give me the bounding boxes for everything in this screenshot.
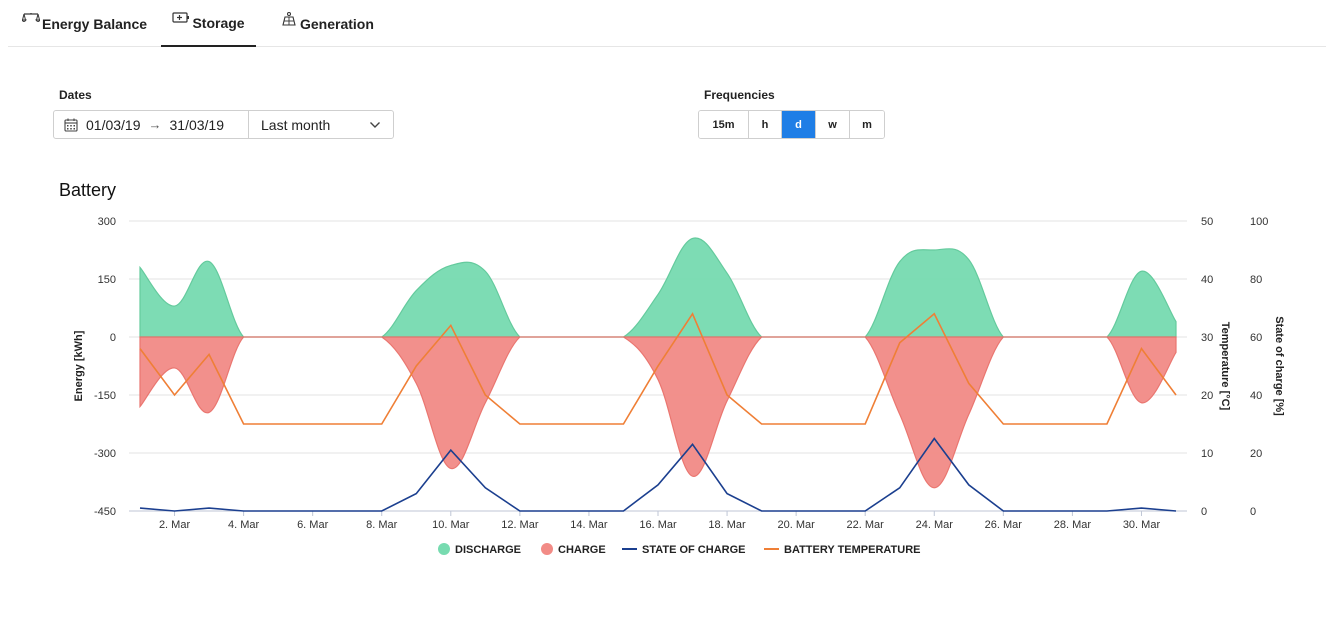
range-preset-value: Last month <box>261 116 331 133</box>
x-tick-label: 12. Mar <box>501 519 539 531</box>
y-left-tick-label: 150 <box>98 274 116 286</box>
calendar-icon <box>64 118 78 132</box>
frequency-m-button[interactable]: m <box>850 111 884 138</box>
legend-item-label: STATE OF CHARGE <box>642 544 745 556</box>
end-date: 31/03/19 <box>169 116 225 133</box>
y-soc-tick-label: 100 <box>1250 216 1268 228</box>
y-left-tick-label: 0 <box>110 332 116 344</box>
start-date: 01/03/19 <box>86 116 141 133</box>
y-soc-tick-label: 60 <box>1250 332 1262 344</box>
y-left-tick-label: -150 <box>94 390 116 402</box>
x-tick-label: 22. Mar <box>847 519 885 531</box>
y-left-tick-label: -300 <box>94 448 116 460</box>
battery-temperature-line <box>139 312 1177 425</box>
tab-energy-balance[interactable]: Energy Balance <box>22 0 147 47</box>
x-tick-label: 6. Mar <box>297 519 329 531</box>
legend-item-label: DISCHARGE <box>455 544 521 556</box>
y-temp-tick-label: 50 <box>1201 216 1213 228</box>
x-tick-label: 30. Mar <box>1123 519 1161 531</box>
x-tick-label: 4. Mar <box>228 519 260 531</box>
y-temp-tick-label: 10 <box>1201 448 1213 460</box>
tab-bar: Energy Balance Storage Generation <box>8 0 1326 47</box>
y-soc-axis-title: State of charge [%] <box>1273 316 1285 416</box>
legend-swatch <box>438 543 450 555</box>
frequency-15m-button[interactable]: 15m <box>699 111 749 138</box>
tab-label: Storage <box>192 14 245 31</box>
x-tick-label: 20. Mar <box>777 519 815 531</box>
legend-item-label: BATTERY TEMPERATURE <box>784 544 921 556</box>
x-tick-label: 16. Mar <box>639 519 677 531</box>
x-tick-label: 26. Mar <box>985 519 1023 531</box>
y-temp-tick-label: 40 <box>1201 274 1213 286</box>
battery-chart: 3001500-150-300-450504030201001008060402… <box>73 216 1285 556</box>
date-range-picker: 01/03/19 → 31/03/19 Last month <box>53 110 394 139</box>
x-tick-label: 28. Mar <box>1054 519 1092 531</box>
x-tick-label: 14. Mar <box>570 519 608 531</box>
tab-label: Generation <box>300 15 374 32</box>
arrow-right-icon: → <box>148 117 162 132</box>
y-temp-tick-label: 30 <box>1201 332 1213 344</box>
frequency-w-button[interactable]: w <box>816 111 850 138</box>
y-soc-tick-label: 80 <box>1250 274 1262 286</box>
y-left-tick-label: 300 <box>98 216 116 228</box>
battery-icon <box>172 11 190 23</box>
scale-icon <box>22 12 40 22</box>
chart-title: Battery <box>59 180 117 200</box>
y-left-axis-title: Energy [kWh] <box>73 330 85 401</box>
frequency-selector: 15m h d w m <box>698 110 885 139</box>
frequency-h-button[interactable]: h <box>749 111 782 138</box>
solar-panel-icon <box>282 11 296 26</box>
legend-swatch <box>541 543 553 555</box>
charge-area <box>139 336 1177 489</box>
y-temp-axis-title: Temperature [°C] <box>1219 322 1231 411</box>
x-tick-label: 2. Mar <box>159 519 191 531</box>
y-soc-tick-label: 40 <box>1250 390 1262 402</box>
y-soc-tick-label: 20 <box>1250 448 1262 460</box>
range-preset-select[interactable]: Last month <box>249 111 393 138</box>
y-soc-tick-label: 0 <box>1250 506 1256 518</box>
frequencies-label: Frequencies <box>704 88 775 102</box>
legend-item-label: CHARGE <box>558 544 606 556</box>
state-of-charge-line <box>139 437 1177 512</box>
frequency-d-button[interactable]: d <box>782 111 816 138</box>
y-temp-tick-label: 20 <box>1201 390 1213 402</box>
tab-generation[interactable]: Generation <box>280 0 374 47</box>
y-temp-tick-label: 0 <box>1201 506 1207 518</box>
x-tick-label: 10. Mar <box>432 519 470 531</box>
tab-storage[interactable]: Storage <box>161 0 256 47</box>
x-tick-label: 8. Mar <box>366 519 398 531</box>
dates-label: Dates <box>59 88 92 102</box>
x-tick-label: 24. Mar <box>916 519 954 531</box>
date-range-input[interactable]: 01/03/19 → 31/03/19 <box>54 111 249 138</box>
y-left-tick-label: -450 <box>94 506 116 518</box>
chevron-down-icon <box>370 121 380 128</box>
tab-label: Energy Balance <box>42 15 148 32</box>
x-tick-label: 18. Mar <box>708 519 746 531</box>
discharge-area <box>139 237 1177 338</box>
